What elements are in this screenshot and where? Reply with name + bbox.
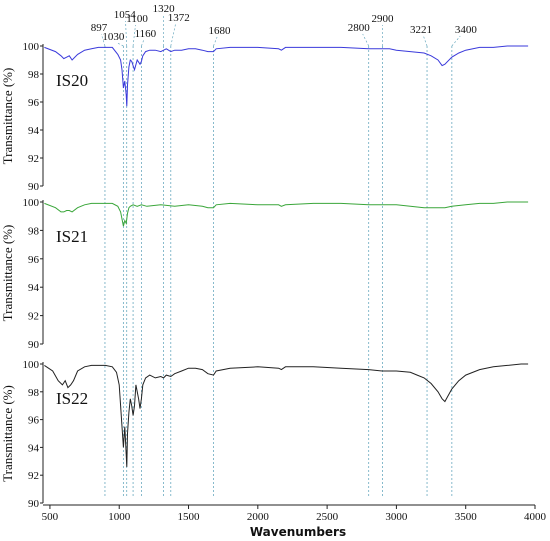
series-line [44, 45, 529, 107]
y-tick-label: 98 [28, 225, 40, 237]
reference-label: 897 [91, 22, 108, 34]
y-tick-label: 100 [23, 41, 40, 53]
reference-label: 1680 [208, 25, 231, 37]
y-tick-label: 94 [28, 282, 40, 294]
y-tick-label: 98 [28, 69, 40, 81]
panel-is20: 100 98 96 94 92 90 Transmittance (%) IS20 [0, 41, 529, 193]
y-axis-label: Transmittance (%) [0, 225, 15, 322]
x-tick-label: 1000 [108, 511, 131, 523]
x-tick-label: 3000 [385, 511, 408, 523]
panel-label: IS22 [56, 389, 88, 408]
reference-label: 1160 [135, 28, 157, 40]
x-tick-label: 4000 [524, 511, 547, 523]
series-line [44, 363, 529, 467]
x-tick-label: 1500 [178, 511, 201, 523]
y-tick-label: 92 [28, 470, 39, 482]
series-line [44, 201, 529, 227]
x-axis: 500 1000 1500 2000 2500 3000 3500 4000 [42, 504, 547, 523]
reference-label: 1054 [114, 9, 137, 21]
y-tick-label: 94 [28, 125, 40, 137]
reference-leader [170, 23, 176, 47]
x-tick-label: 500 [42, 511, 59, 523]
reference-label: 3400 [455, 24, 478, 36]
x-tick-label: 3500 [455, 511, 478, 523]
panel-label: IS21 [56, 227, 88, 246]
reference-label: 2900 [372, 13, 395, 25]
y-tick-label: 98 [28, 387, 40, 399]
y-axis-label: Transmittance (%) [0, 385, 15, 482]
reference-leader [132, 24, 136, 47]
reference-label: 2800 [348, 22, 371, 34]
panels: 100 98 96 94 92 90 Transmittance (%) IS20 100 98 9… [0, 41, 529, 510]
reference-leader [451, 35, 461, 47]
y-tick-label: 92 [28, 311, 39, 323]
reference-label: 1320 [153, 3, 176, 15]
x-tick-label: 2000 [247, 511, 270, 523]
reference-leader [423, 35, 428, 47]
y-tick-label: 92 [28, 153, 39, 165]
reference-label: 1100 [126, 13, 148, 25]
y-tick-label: 90 [28, 181, 40, 193]
x-tick-label: 2500 [316, 511, 339, 523]
y-tick-label: 90 [28, 339, 40, 351]
y-tick-label: 100 [23, 197, 40, 209]
y-tick-label: 100 [23, 359, 40, 371]
panel-is22: 100 98 96 94 92 90 Transmittance (%) IS22 [0, 359, 529, 510]
y-tick-label: 96 [28, 97, 40, 109]
panel-is21: 100 98 96 94 92 90 Transmittance (%) IS21 [0, 197, 529, 351]
reference-leader [125, 20, 128, 47]
panel-label: IS20 [56, 71, 88, 90]
reference-leader [213, 36, 218, 47]
reference-label: 3221 [410, 24, 432, 36]
y-tick-label: 96 [28, 254, 40, 266]
reference-label: 1030 [102, 31, 125, 43]
y-axis-label: Transmittance (%) [0, 68, 15, 165]
y-tick-label: 96 [28, 415, 40, 427]
reference-leader [117, 42, 124, 47]
reference-leader [141, 39, 145, 47]
y-tick-label: 90 [28, 498, 40, 510]
y-tick-label: 94 [28, 442, 40, 454]
x-axis-label: Wavenumbers [250, 525, 346, 539]
reference-label: 1372 [168, 12, 190, 24]
reference-leader [362, 33, 370, 47]
